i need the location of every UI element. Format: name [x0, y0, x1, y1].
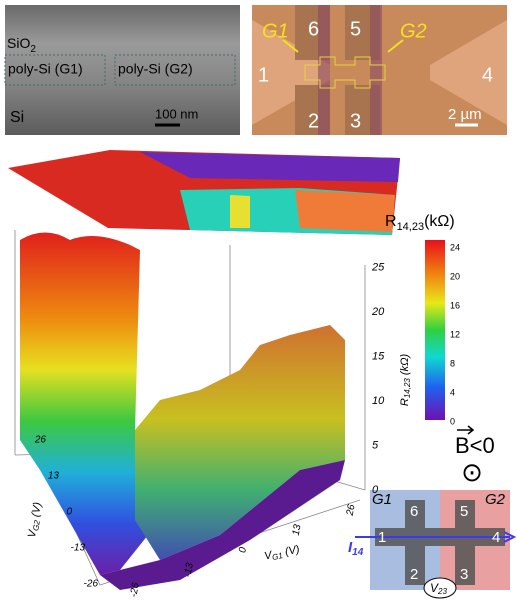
colorbar-tick-label: 12	[450, 329, 460, 339]
figure: SiO2 poly-Si (G1) poly-Si (G2) Si 100 nm…	[0, 0, 517, 599]
z-tick-label: 20	[371, 306, 385, 318]
contact-label: 1	[378, 529, 386, 546]
contact-label: 4	[482, 64, 493, 86]
heatmap-region	[295, 190, 395, 232]
field-label: B<0	[455, 433, 495, 458]
scale-label: 2 µm	[448, 106, 482, 123]
contact-label: 3	[350, 110, 361, 132]
gate-strip	[370, 5, 382, 135]
colorbar-tick-label: 0	[450, 416, 455, 426]
colorbar-tick-label: 20	[450, 271, 460, 281]
contact-label: 2	[410, 566, 418, 583]
contact-label: 5	[460, 503, 468, 520]
z-tick-label: 0	[372, 484, 379, 496]
heatmap-region	[230, 195, 250, 228]
colorbar-tick-label: 16	[450, 300, 460, 310]
z-tick-label: 25	[371, 261, 385, 273]
contact-label: 1	[258, 64, 269, 86]
z-tick-label: 15	[372, 350, 385, 362]
gate-label: G2	[485, 491, 506, 508]
y-axis-label: VG2 (V)	[26, 501, 45, 539]
y-tick-label: -26	[84, 579, 99, 590]
y-tick-label: 13	[48, 471, 60, 482]
contact-label: 2	[308, 110, 319, 132]
contact-label: 5	[350, 18, 361, 40]
y-tick-label: -13	[71, 543, 86, 554]
x-tick-label: 0	[237, 546, 249, 554]
scale-label: 100 nm	[155, 106, 198, 121]
x-axis-label: VG1 (V)	[263, 543, 301, 563]
x-tick-label: 13	[291, 523, 304, 536]
x-tick-label: -13	[182, 562, 195, 579]
contact-label: 6	[410, 503, 418, 520]
contact-label: 4	[492, 529, 500, 546]
colorbar-tick-label: 24	[450, 242, 460, 252]
y-tick-label: 0	[66, 507, 72, 518]
x-tick-label: 26	[345, 503, 358, 517]
y-tick-label: 26	[34, 435, 47, 446]
gate-label: G2	[400, 20, 427, 42]
z-tick-label: 10	[372, 395, 385, 407]
gate-label: G1	[262, 20, 289, 42]
current-label: I14	[348, 539, 364, 558]
colorbar	[425, 240, 445, 420]
colorbar-tick-label: 8	[450, 358, 455, 368]
field-symbol: ⊙	[461, 457, 483, 487]
contact-label: 6	[308, 18, 319, 40]
colorbar-title: R14,23(kΩ)	[385, 213, 455, 233]
z-tick-label: 5	[372, 439, 379, 451]
gate-label: poly-Si (G2)	[118, 61, 193, 77]
gate-label: poly-Si (G1)	[8, 61, 83, 77]
colorbar-tick-label: 4	[450, 387, 455, 397]
contact-label: 3	[460, 566, 468, 583]
gate-strip	[318, 5, 330, 135]
x-tick-label: -26	[128, 582, 141, 599]
substrate-label: Si	[10, 109, 24, 126]
z-axis-label: R14,23 (kΩ)	[399, 354, 412, 407]
